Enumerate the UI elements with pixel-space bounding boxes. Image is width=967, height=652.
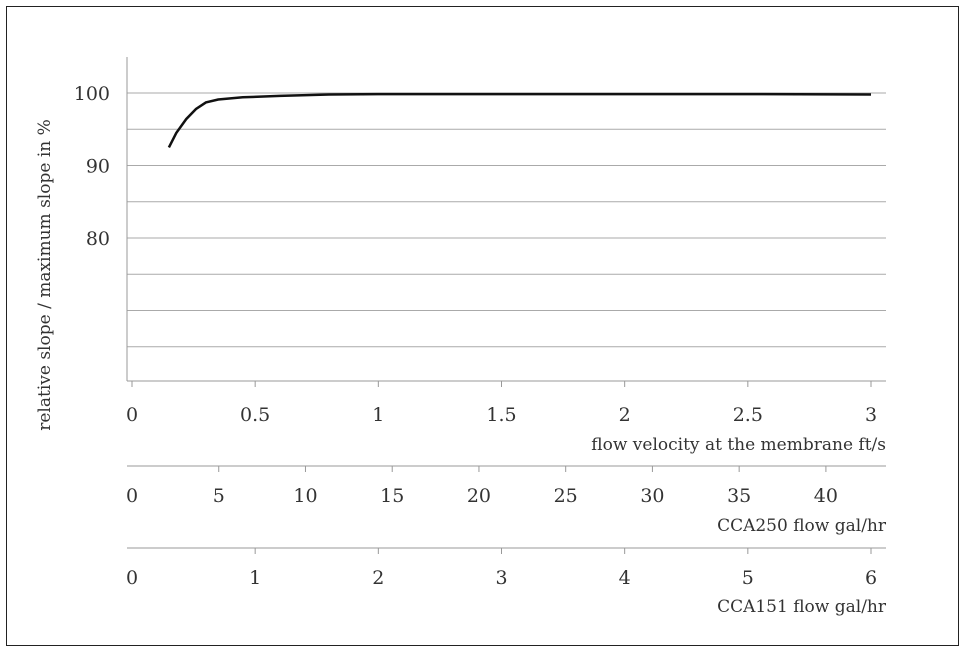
y-tick-label: 80 <box>86 228 110 250</box>
secondary-tick-label: 10 <box>293 485 317 507</box>
x-tick-label: 0 <box>126 404 138 426</box>
y-tick-label: 90 <box>86 156 110 178</box>
x-tick-label: 1 <box>372 404 384 426</box>
x-axis-title-cca250: CCA250 flow gal/hr <box>717 516 887 536</box>
secondary-tick-label: 15 <box>380 485 404 507</box>
grid-lines <box>127 92 886 382</box>
secondary-tick-label: 20 <box>467 485 491 507</box>
chart-frame <box>6 6 959 646</box>
y-axis-title: relative slope / maximum slope in % <box>35 119 55 431</box>
secondary-tick-label: 0 <box>126 485 138 507</box>
x-axis-title-primary: flow velocity at the membrane ft/s <box>591 435 886 455</box>
x-axis-title-cca151: CCA151 flow gal/hr <box>717 597 887 617</box>
secondary-tick-label: 30 <box>640 485 664 507</box>
secondary-tick-label: 40 <box>814 485 838 507</box>
x-tick-label: 2 <box>619 404 631 426</box>
y-axis-ticks: 80 90 100 <box>74 83 110 250</box>
secondary-tick-label: 5 <box>213 485 225 507</box>
secondary-tick-label: 35 <box>727 485 751 507</box>
secondary-tick-label: 6 <box>865 567 877 589</box>
secondary-tick-label: 5 <box>742 567 754 589</box>
y-tick-label: 100 <box>74 83 110 105</box>
x-tick-label: 2.5 <box>733 404 763 426</box>
secondary-tick-label: 0 <box>126 567 138 589</box>
secondary-tick-label: 25 <box>554 485 578 507</box>
secondary-tick-label: 1 <box>249 567 261 589</box>
secondary-tick-label: 4 <box>619 567 631 589</box>
secondary-axes: 0 5 10 15 20 25 30 35 40 0 1 2 3 4 5 6 <box>126 465 886 589</box>
x-tick-label: 0.5 <box>240 404 270 426</box>
series-line <box>167 92 872 148</box>
x-axis-ticks: 0 0.5 1 1.5 2 2.5 3 <box>126 381 877 426</box>
x-tick-label: 3 <box>865 404 877 426</box>
secondary-tick-label: 3 <box>495 567 507 589</box>
secondary-tick-label: 2 <box>372 567 384 589</box>
x-tick-label: 1.5 <box>486 404 516 426</box>
